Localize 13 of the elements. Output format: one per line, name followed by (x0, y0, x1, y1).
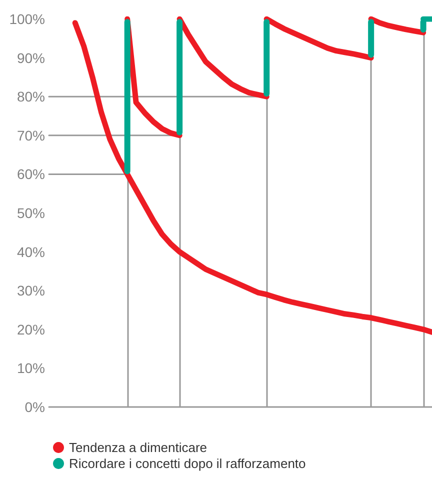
y-tick-label: 0% (24, 399, 45, 415)
legend-label: Tendenza a dimenticare (69, 440, 208, 455)
y-tick-label: 100% (9, 11, 45, 27)
y-tick-label: 60% (16, 166, 45, 182)
y-tick-label: 80% (16, 88, 45, 105)
y-tick-label: 20% (16, 321, 45, 338)
y-tick-label: 70% (16, 127, 45, 144)
y-tick-label: 40% (16, 244, 45, 260)
y-tick-label: 30% (16, 282, 45, 299)
y-tick-label: 90% (16, 50, 45, 66)
legend-label: Ricordare i concetti dopo il rafforzamento (69, 456, 306, 471)
y-tick-label: 50% (16, 205, 45, 221)
y-tick-label: 10% (16, 360, 45, 376)
